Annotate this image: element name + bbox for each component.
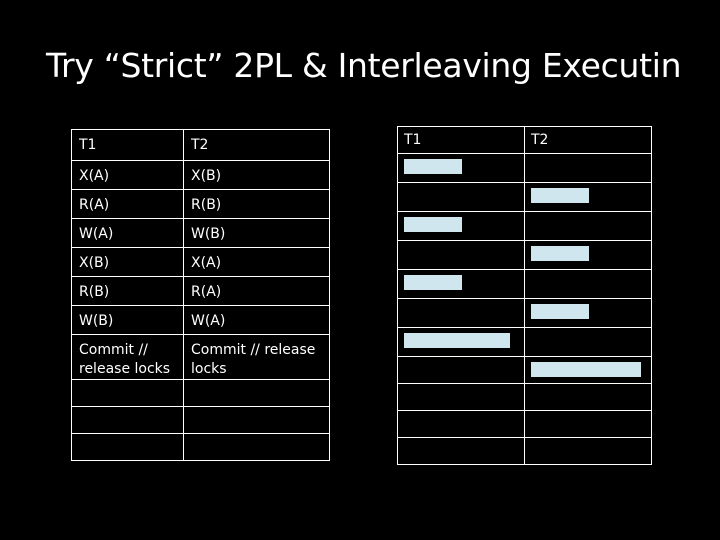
t2-cell bbox=[524, 240, 652, 270]
t2-cell bbox=[524, 327, 652, 357]
t1-cell bbox=[397, 298, 525, 328]
table-row: R(A) R(B) bbox=[71, 189, 330, 219]
table-row bbox=[397, 153, 652, 183]
t2-cell bbox=[524, 383, 652, 411]
table-row bbox=[397, 383, 652, 411]
table-row bbox=[397, 269, 652, 299]
interleaving-table: T1 T2 bbox=[397, 126, 652, 465]
t1-cell bbox=[71, 406, 184, 434]
t1-cell: X(B) bbox=[71, 247, 184, 277]
table-row: W(B) W(A) bbox=[71, 305, 330, 335]
table-header-row: T1 T2 bbox=[71, 129, 330, 161]
table-row: Commit // release locks Commit // releas… bbox=[71, 334, 330, 380]
t2-cell: W(A) bbox=[183, 305, 330, 335]
t1-cell bbox=[397, 383, 525, 411]
table-row bbox=[71, 379, 330, 407]
t2-cell: X(B) bbox=[183, 160, 330, 190]
t1-cell: W(B) bbox=[71, 305, 184, 335]
t1-cell bbox=[397, 240, 525, 270]
answer-box bbox=[531, 246, 589, 261]
table-row bbox=[71, 433, 330, 461]
answer-box bbox=[531, 362, 641, 377]
answer-box bbox=[531, 304, 589, 319]
answer-box bbox=[404, 217, 462, 232]
slide-title: Try “Strict” 2PL & Interleaving Executin bbox=[46, 46, 682, 85]
t1-cell bbox=[397, 356, 525, 384]
t2-cell: R(A) bbox=[183, 276, 330, 306]
t1-cell: R(B) bbox=[71, 276, 184, 306]
header-t2: T2 bbox=[524, 126, 652, 154]
t1-cell bbox=[397, 410, 525, 438]
t1-cell bbox=[397, 269, 525, 299]
table-row bbox=[397, 437, 652, 465]
table-row: R(B) R(A) bbox=[71, 276, 330, 306]
header-t2: T2 bbox=[183, 129, 330, 161]
t1-cell bbox=[397, 211, 525, 241]
t1-cell bbox=[71, 379, 184, 407]
t1-cell: R(A) bbox=[71, 189, 184, 219]
table-row bbox=[397, 327, 652, 357]
t2-cell bbox=[183, 433, 330, 461]
t2-cell bbox=[524, 211, 652, 241]
t1-cell bbox=[71, 433, 184, 461]
t2-cell bbox=[524, 269, 652, 299]
t1-cell bbox=[397, 437, 525, 465]
t2-cell bbox=[524, 437, 652, 465]
header-t1: T1 bbox=[397, 126, 525, 154]
t2-cell bbox=[524, 410, 652, 438]
table-row bbox=[397, 182, 652, 212]
table-row bbox=[397, 410, 652, 438]
header-t1: T1 bbox=[71, 129, 184, 161]
table-row: X(B) X(A) bbox=[71, 247, 330, 277]
t2-cell bbox=[524, 182, 652, 212]
answer-box bbox=[404, 159, 462, 174]
t2-cell: W(B) bbox=[183, 218, 330, 248]
table-header-row: T1 T2 bbox=[397, 126, 652, 154]
t1-cell bbox=[397, 182, 525, 212]
t2-cell bbox=[524, 298, 652, 328]
table-row bbox=[71, 406, 330, 434]
t1-cell bbox=[397, 153, 525, 183]
t2-cell bbox=[524, 153, 652, 183]
lock-schedule-table: T1 T2 X(A) X(B) R(A) R(B) W(A) W(B) X(B)… bbox=[71, 129, 330, 461]
table-row: X(A) X(B) bbox=[71, 160, 330, 190]
table-row bbox=[397, 211, 652, 241]
t1-cell: X(A) bbox=[71, 160, 184, 190]
t1-cell: W(A) bbox=[71, 218, 184, 248]
answer-box bbox=[404, 333, 510, 348]
answer-box bbox=[531, 188, 589, 203]
t2-cell bbox=[183, 379, 330, 407]
t2-cell: X(A) bbox=[183, 247, 330, 277]
t2-cell bbox=[524, 356, 652, 384]
table-row bbox=[397, 356, 652, 384]
t2-cell: R(B) bbox=[183, 189, 330, 219]
table-row bbox=[397, 240, 652, 270]
t2-cell: Commit // release locks bbox=[183, 334, 330, 380]
t1-cell: Commit // release locks bbox=[71, 334, 184, 380]
answer-box bbox=[404, 275, 462, 290]
t1-cell bbox=[397, 327, 525, 357]
t2-cell bbox=[183, 406, 330, 434]
table-row: W(A) W(B) bbox=[71, 218, 330, 248]
table-row bbox=[397, 298, 652, 328]
